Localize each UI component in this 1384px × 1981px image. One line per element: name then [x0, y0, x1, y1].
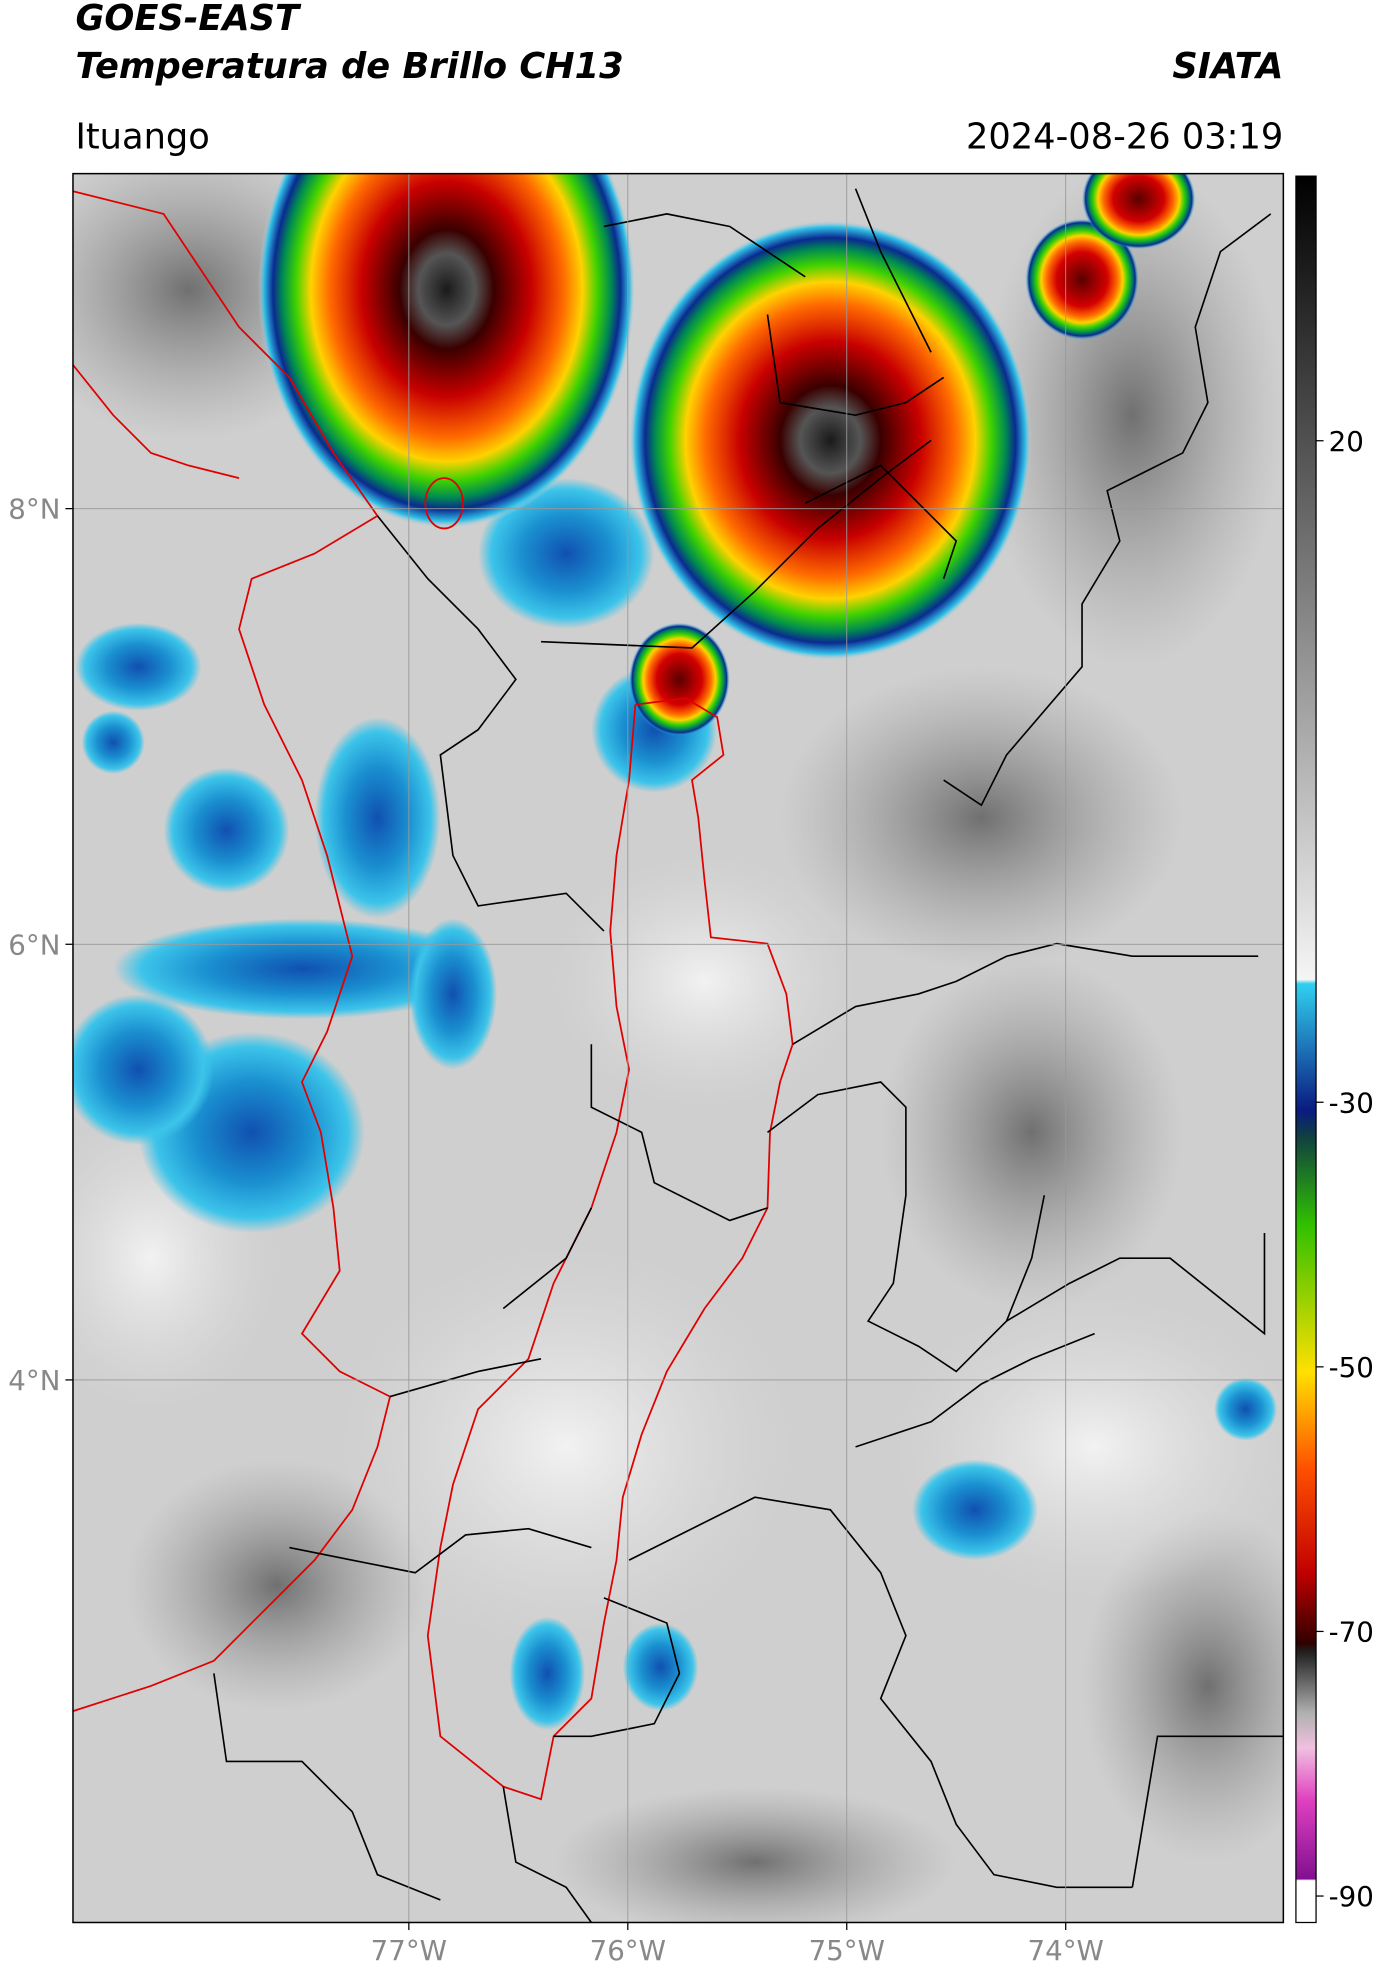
- graticule: [72, 173, 1284, 1923]
- datetime: 2024-08-26 03:19: [966, 116, 1283, 157]
- x-tick-label: 75°W: [809, 1934, 885, 1967]
- title: GOES-EAST: [75, 0, 302, 39]
- x-tick-label: 76°W: [590, 1934, 666, 1967]
- y-tick-label: 6°N: [8, 928, 60, 961]
- x-tick-label: 77°W: [371, 1934, 447, 1967]
- colorbar-tick-label: -30: [1329, 1086, 1374, 1119]
- colorbar-tick-label: -90: [1329, 1880, 1374, 1913]
- colorbar-tick-label: -70: [1329, 1616, 1374, 1649]
- x-tick-label: 74°W: [1028, 1934, 1104, 1967]
- colorbar: [1295, 175, 1317, 1924]
- source: SIATA: [1172, 46, 1283, 87]
- location: Ituango: [75, 116, 209, 157]
- product: Temperatura de Brillo CH13: [75, 46, 623, 87]
- y-tick-label: 8°N: [8, 493, 60, 526]
- colorbar-tick-label: 20: [1329, 425, 1364, 458]
- colorbar-tick-label: -50: [1329, 1351, 1374, 1384]
- map-frame: [72, 172, 1285, 1924]
- satellite-image: [72, 173, 1284, 1923]
- y-tick-label: 4°N: [8, 1364, 60, 1397]
